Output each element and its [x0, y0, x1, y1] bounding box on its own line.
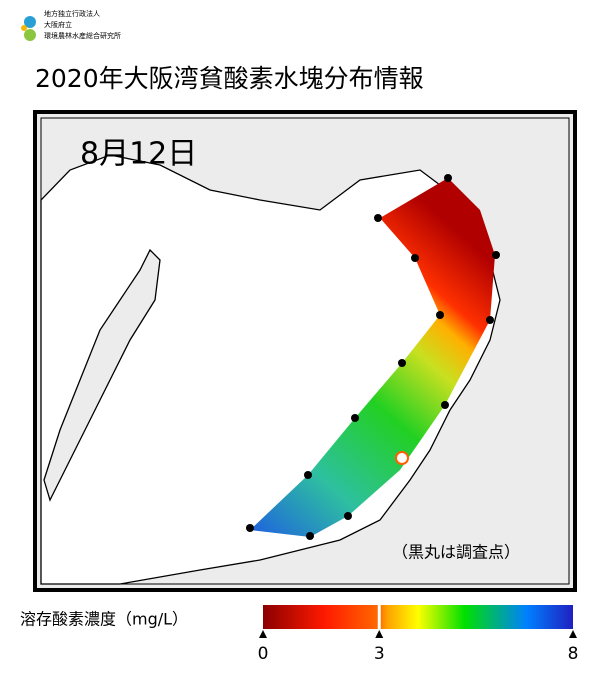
tick-mark — [375, 630, 384, 638]
survey-points — [246, 174, 500, 540]
title: 2020年大阪湾貧酸素水塊分布情報 — [35, 64, 424, 93]
colorbar — [263, 605, 573, 629]
tick-label: 8 — [568, 644, 579, 664]
tick-label: 3 — [374, 644, 385, 664]
org-line: 地方独立行政法人 — [44, 9, 100, 18]
note: （黒丸は調査点） — [392, 543, 520, 562]
org-line: 大阪府立 — [44, 20, 72, 29]
logo — [21, 16, 36, 41]
date: 8月12日 — [80, 137, 197, 172]
tick-mark — [259, 630, 267, 638]
low-do-spot — [395, 451, 409, 465]
do-distribution — [250, 178, 495, 537]
map: 8月12日 （黒丸は調査点） — [33, 110, 577, 592]
org-line: 環境農林水産総合研究所 — [44, 31, 121, 40]
colorbar-label: 溶存酸素濃度（mg/L） — [20, 610, 188, 629]
tick-label: 0 — [258, 644, 269, 664]
tick-mark — [569, 630, 577, 638]
